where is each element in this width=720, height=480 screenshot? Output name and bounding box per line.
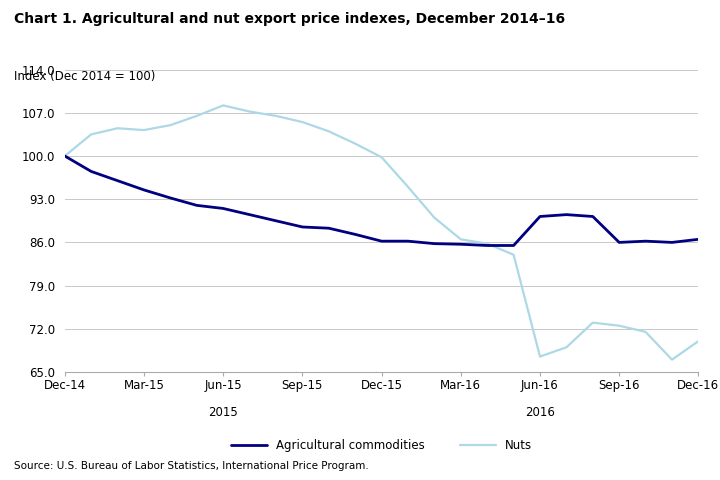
Nuts [667, 357, 676, 362]
Agricultural commodities [166, 195, 175, 201]
Nuts [325, 129, 333, 134]
Text: 2016: 2016 [525, 406, 555, 419]
Agricultural commodities [562, 212, 571, 217]
Nuts [456, 237, 465, 242]
Agricultural commodities [60, 153, 69, 159]
Agricultural commodities [588, 214, 597, 219]
Agricultural commodities [404, 238, 413, 244]
Agricultural commodities [325, 225, 333, 231]
Nuts [60, 153, 69, 159]
Nuts [430, 215, 438, 221]
Nuts [694, 338, 703, 344]
Nuts [87, 132, 96, 137]
Agricultural commodities [615, 240, 624, 245]
Agricultural commodities [642, 238, 650, 244]
Nuts [588, 320, 597, 325]
Nuts [404, 184, 413, 190]
Agricultural commodities [113, 178, 122, 183]
Text: 2015: 2015 [208, 406, 238, 419]
Agricultural commodities [536, 214, 544, 219]
Nuts [377, 155, 386, 160]
Agricultural commodities [509, 242, 518, 248]
Agricultural commodities [694, 237, 703, 242]
Nuts [192, 113, 201, 119]
Agricultural commodities [271, 218, 280, 224]
Nuts [113, 125, 122, 131]
Legend: Agricultural commodities, Nuts: Agricultural commodities, Nuts [226, 434, 537, 457]
Agricultural commodities [87, 168, 96, 174]
Agricultural commodities [456, 241, 465, 247]
Nuts [298, 119, 307, 125]
Agricultural commodities [377, 238, 386, 244]
Text: Source: U.S. Bureau of Labor Statistics, International Price Program.: Source: U.S. Bureau of Labor Statistics,… [14, 461, 369, 471]
Agricultural commodities [140, 187, 148, 193]
Nuts [642, 329, 650, 335]
Agricultural commodities [430, 241, 438, 247]
Agricultural commodities [667, 240, 676, 245]
Nuts [562, 345, 571, 350]
Agricultural commodities [483, 242, 492, 248]
Agricultural commodities [351, 231, 359, 237]
Nuts [351, 141, 359, 146]
Line: Nuts: Nuts [65, 106, 698, 360]
Nuts [536, 354, 544, 360]
Nuts [509, 252, 518, 258]
Nuts [166, 122, 175, 128]
Agricultural commodities [192, 203, 201, 208]
Agricultural commodities [298, 224, 307, 230]
Text: Chart 1. Agricultural and nut export price indexes, December 2014–16: Chart 1. Agricultural and nut export pri… [14, 12, 565, 26]
Line: Agricultural commodities: Agricultural commodities [65, 156, 698, 245]
Agricultural commodities [246, 212, 254, 217]
Nuts [246, 108, 254, 114]
Nuts [219, 103, 228, 108]
Nuts [483, 241, 492, 247]
Text: Index (Dec 2014 = 100): Index (Dec 2014 = 100) [14, 70, 156, 83]
Nuts [271, 113, 280, 119]
Nuts [615, 323, 624, 329]
Agricultural commodities [219, 205, 228, 211]
Nuts [140, 127, 148, 133]
